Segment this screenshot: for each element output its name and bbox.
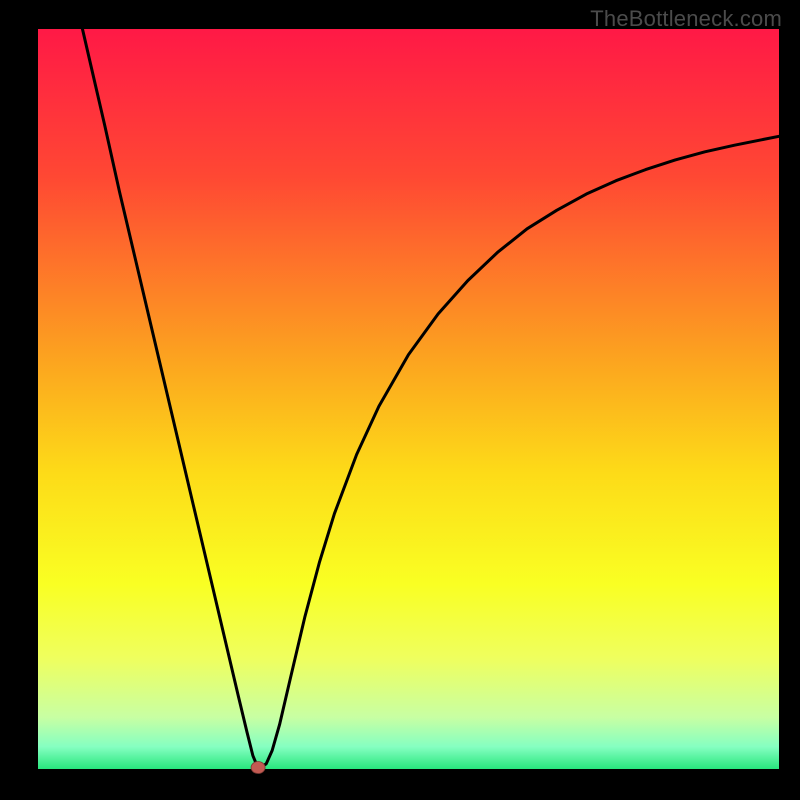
plot-background — [38, 29, 779, 769]
optimal-point-marker — [251, 762, 265, 774]
watermark-label: TheBottleneck.com — [590, 6, 782, 32]
chart-container: TheBottleneck.com — [0, 0, 800, 800]
bottleneck-chart — [0, 0, 800, 800]
